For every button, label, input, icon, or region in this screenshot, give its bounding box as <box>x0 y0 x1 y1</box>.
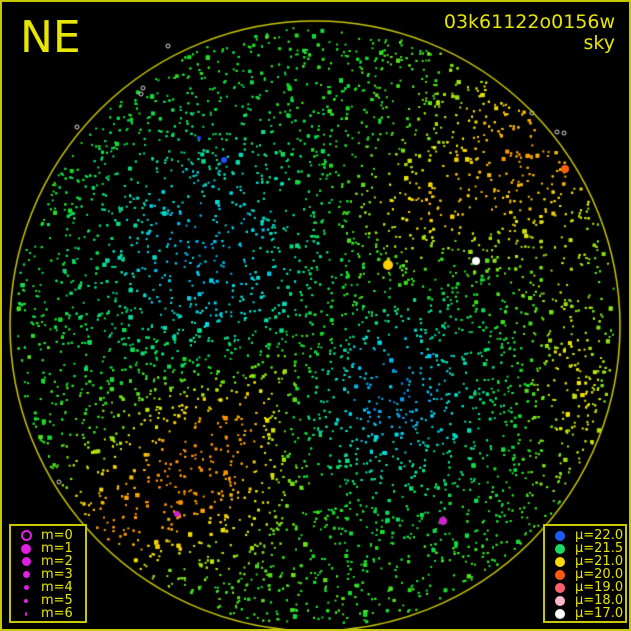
dot-icon <box>24 598 28 603</box>
mu-legend-row: μ=21.5 <box>551 541 623 556</box>
mag-legend-row: m=2 <box>17 554 79 569</box>
dot-icon <box>23 585 29 590</box>
mag-legend-row: m=5 <box>17 593 79 608</box>
mag-legend-label: m=0 <box>41 528 73 543</box>
direction-label: NE <box>20 12 81 63</box>
mag-legend-label: m=3 <box>41 567 73 582</box>
mu-legend-label: μ=18.0 <box>575 593 624 608</box>
mag-legend-row: m=6 <box>17 606 79 621</box>
mu-legend-row: μ=18.0 <box>551 593 623 608</box>
mag-legend-row: m=1 <box>17 541 79 556</box>
mag-legend-label: m=6 <box>41 606 73 621</box>
image-type: sky <box>583 32 615 54</box>
color-swatch-icon <box>555 608 565 619</box>
ring-icon <box>20 530 32 541</box>
mag-legend-label: m=2 <box>41 554 73 569</box>
color-swatch-icon <box>555 595 565 606</box>
mu-legend-label: μ=21.0 <box>575 554 624 569</box>
mu-legend-row: μ=20.0 <box>551 567 623 582</box>
mag-legend-row: m=3 <box>17 567 79 582</box>
mag-legend-row: m=0 <box>17 528 79 543</box>
mu-legend-label: μ=21.5 <box>575 541 624 556</box>
dot-icon <box>22 571 30 578</box>
color-swatch-icon <box>555 543 565 554</box>
dot-icon <box>21 543 31 554</box>
mu-legend-row: μ=17.0 <box>551 606 623 621</box>
color-swatch-icon <box>555 569 565 580</box>
image-info: 03k61122o0156w sky <box>444 12 615 54</box>
dot-icon <box>21 557 31 566</box>
color-swatch-icon <box>555 582 565 593</box>
image-id: 03k61122o0156w <box>443 11 615 33</box>
mu-legend-row: μ=22.0 <box>551 528 623 543</box>
color-swatch-icon <box>555 556 565 567</box>
brightness-legend: μ=22.0 μ=21.5 μ=21.0 μ=20.0 μ=19.0 μ=18.… <box>543 524 627 623</box>
mu-legend-label: μ=22.0 <box>575 528 624 543</box>
mu-legend-row: μ=19.0 <box>551 580 623 595</box>
mag-legend-label: m=5 <box>41 593 73 608</box>
mu-legend-label: μ=20.0 <box>575 567 624 582</box>
dot-icon <box>25 611 27 616</box>
mu-legend-label: μ=17.0 <box>575 606 624 621</box>
mag-legend-label: m=4 <box>41 580 73 595</box>
mu-legend-row: μ=21.0 <box>551 554 623 569</box>
mag-legend-label: m=1 <box>41 541 73 556</box>
mu-legend-label: μ=19.0 <box>575 580 624 595</box>
color-swatch-icon <box>555 530 565 541</box>
mag-legend-row: m=4 <box>17 580 79 595</box>
magnitude-legend: m=0 m=1 m=2 m=3 m=4 m=5 m=6 <box>9 524 87 623</box>
